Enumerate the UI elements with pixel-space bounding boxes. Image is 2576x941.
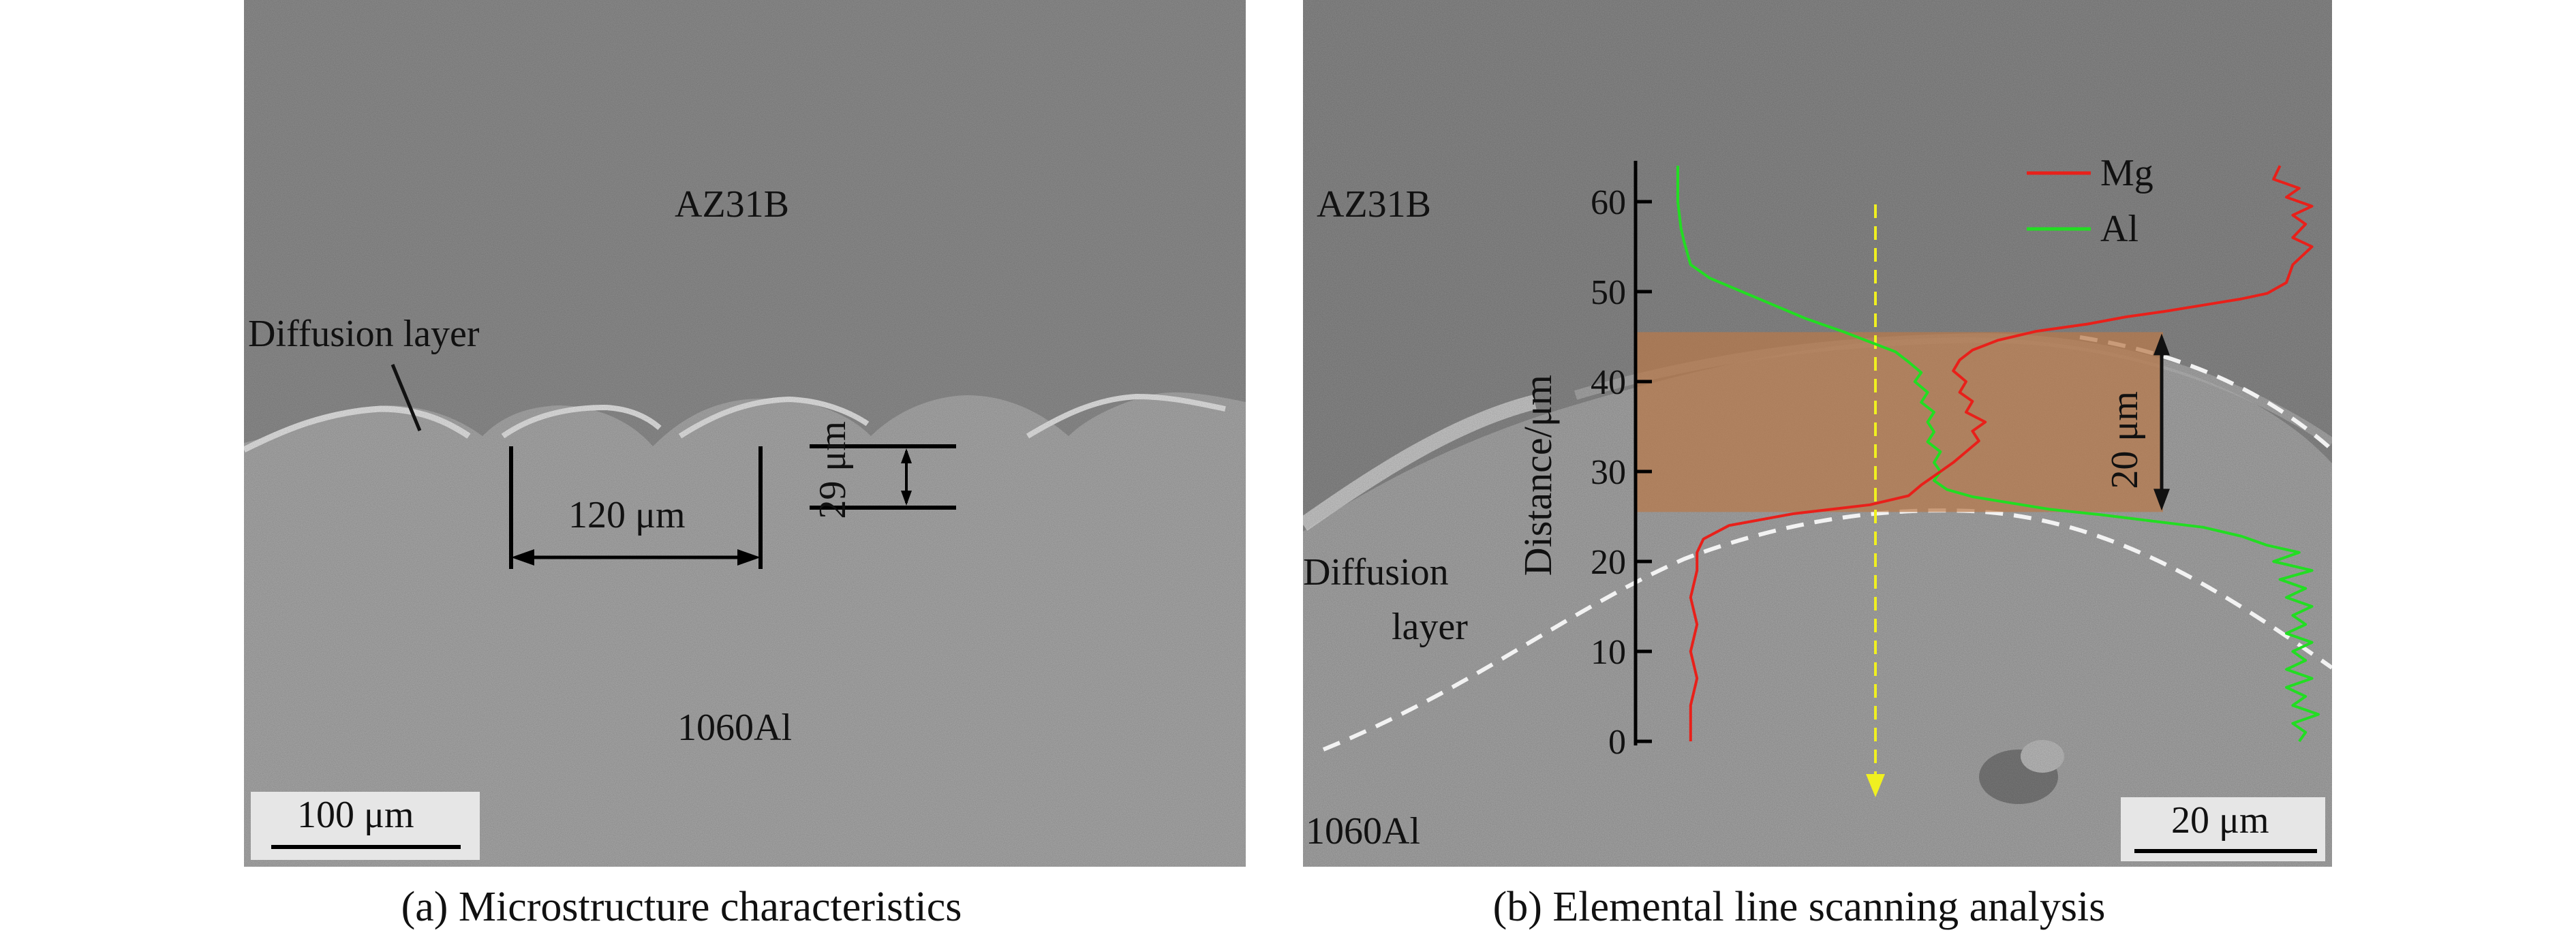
panel-a-scale-bar: 100 μm xyxy=(251,792,480,860)
panel-a-micrograph: AZ31B Diffusion layer 120 μm 29 μm 1060A… xyxy=(244,0,1246,867)
diffusion-leader-line xyxy=(390,364,422,431)
y-tick-label: 0 xyxy=(1608,723,1626,762)
panel-b-caption: (b) Elemental line scanning analysis xyxy=(1492,884,2106,930)
panel-a-label-az31b: AZ31B xyxy=(675,183,789,226)
series-al-line xyxy=(1676,166,2320,743)
lower-interface-dashed-line xyxy=(1322,508,2332,752)
arrowhead-down xyxy=(901,491,912,506)
arrowhead-left xyxy=(511,549,534,566)
legend-al-label: Al xyxy=(2100,208,2138,250)
micrograph-a-image xyxy=(244,0,1246,867)
panel-a-label-width: 120 μm xyxy=(568,494,686,536)
y-axis-ticks: 0 10 20 30 40 50 60 xyxy=(1591,183,1652,762)
y-tick-label: 40 xyxy=(1591,363,1626,402)
y-tick-label: 50 xyxy=(1591,273,1626,312)
micrograph-b-image: 0 10 20 30 40 50 60 Mg Al xyxy=(1303,0,2332,867)
panel-b-label-diffusion-line2: layer xyxy=(1392,606,1468,648)
panel-a-caption: (a) Microstructure characteristics xyxy=(401,884,962,930)
diffusion-band-highlight xyxy=(1636,332,2163,512)
panel-a-label-1060al: 1060Al xyxy=(677,707,792,749)
panel-b-scale-bar: 20 μm xyxy=(2121,797,2325,861)
y-tick-label: 10 xyxy=(1591,633,1626,672)
panel-b-line-scan: 0 10 20 30 40 50 60 Mg Al AZ31B Distance/μm 20… xyxy=(1303,0,2332,867)
panel-b-scale-line xyxy=(2134,849,2317,853)
band-arrowhead-bottom xyxy=(2153,489,2170,511)
band-arrowhead-top xyxy=(2153,333,2170,356)
panel-a-scale-label: 100 μm xyxy=(297,794,414,836)
panel-b-label-1060al: 1060Al xyxy=(1306,810,1420,852)
panel-a-scale-line xyxy=(271,845,461,849)
y-tick-label: 60 xyxy=(1591,183,1626,222)
legend-mg-label: Mg xyxy=(2100,152,2153,194)
panel-a-label-diffusion-layer: Diffusion layer xyxy=(248,313,480,355)
y-tick-label: 20 xyxy=(1591,543,1626,582)
panel-b-scale-label: 20 μm xyxy=(2171,799,2269,842)
panel-b-label-az31b: AZ31B xyxy=(1317,183,1431,226)
scan-direction-arrowhead xyxy=(1866,774,1885,797)
panel-b-label-diffusion-line1: Diffusion xyxy=(1303,551,1449,593)
y-tick-label: 30 xyxy=(1591,453,1626,492)
y-axis-title: Distance/μm xyxy=(1516,375,1560,576)
arrowhead-up xyxy=(901,448,912,463)
panel-a-label-thickness: 29 μm xyxy=(812,421,854,519)
arrowhead-right xyxy=(737,549,761,566)
series-mg-line xyxy=(1689,165,2314,741)
band-width-label: 20 μm xyxy=(2104,391,2146,489)
